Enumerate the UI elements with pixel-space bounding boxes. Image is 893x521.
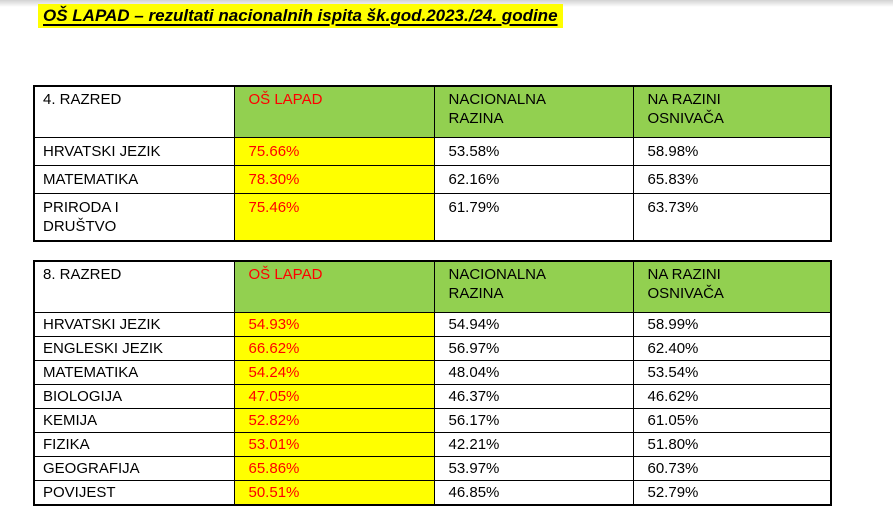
subject-cell: HRVATSKI JEZIK: [33, 312, 235, 337]
school-result-cell: 52.82%: [233, 408, 435, 433]
header-row: 8. RAZRED OŠ LAPAD NACIONALNA RAZINA NA …: [33, 260, 832, 313]
table-row: HRVATSKI JEZIK 54.93% 54.94% 58.99%: [33, 312, 832, 337]
founder-result-cell: 61.05%: [632, 408, 832, 433]
founder-result-cell: 60.73%: [632, 456, 832, 481]
founder-result-cell: 62.40%: [632, 336, 832, 361]
subject-cell: PRIRODA I DRUŠTVO: [33, 193, 235, 242]
founder-result-cell: 51.80%: [632, 432, 832, 457]
national-result-cell: 62.16%: [433, 165, 634, 194]
school-result-cell: 66.62%: [233, 336, 435, 361]
subject-cell: POVIJEST: [33, 480, 235, 506]
national-result-cell: 61.79%: [433, 193, 634, 242]
founder-result-cell: 58.98%: [632, 137, 832, 166]
grade-header-cell: 8. RAZRED: [33, 260, 235, 313]
table-row: GEOGRAFIJA 65.86% 53.97% 60.73%: [33, 456, 832, 481]
grade-4-results-section: 4. RAZRED OŠ LAPAD NACIONALNA RAZINA NA …: [33, 85, 832, 242]
school-result-cell: 75.66%: [233, 137, 435, 166]
table-row: HRVATSKI JEZIK 75.66% 53.58% 58.98%: [33, 137, 832, 166]
school-result-cell: 75.46%: [233, 193, 435, 242]
table-row: FIZIKA 53.01% 42.21% 51.80%: [33, 432, 832, 457]
school-result-cell: 65.86%: [233, 456, 435, 481]
school-result-cell: 54.93%: [233, 312, 435, 337]
school-result-cell: 54.24%: [233, 360, 435, 385]
table-row: MATEMATIKA 78.30% 62.16% 65.83%: [33, 165, 832, 194]
school-result-cell: 53.01%: [233, 432, 435, 457]
founder-column-header: NA RAZINI OSNIVAČA: [632, 85, 832, 138]
national-result-cell: 48.04%: [433, 360, 634, 385]
national-result-cell: 42.21%: [433, 432, 634, 457]
grade-8-results-section: 8. RAZRED OŠ LAPAD NACIONALNA RAZINA NA …: [33, 260, 832, 506]
table-row: ENGLESKI JEZIK 66.62% 56.97% 62.40%: [33, 336, 832, 361]
national-result-cell: 53.58%: [433, 137, 634, 166]
table-row: PRIRODA I DRUŠTVO 75.46% 61.79% 63.73%: [33, 193, 832, 242]
table-row: MATEMATIKA 54.24% 48.04% 53.54%: [33, 360, 832, 385]
results-table-body: HRVATSKI JEZIK 75.66% 53.58% 58.98% MATEMATI…: [33, 137, 832, 242]
school-column-header: OŠ LAPAD: [233, 260, 435, 313]
subject-cell: ENGLESKI JEZIK: [33, 336, 235, 361]
national-column-header: NACIONALNA RAZINA: [433, 85, 634, 138]
subject-cell: FIZIKA: [33, 432, 235, 457]
results-table-grade-4: 4. RAZRED OŠ LAPAD NACIONALNA RAZINA NA …: [33, 85, 832, 242]
national-result-cell: 46.37%: [433, 384, 634, 409]
national-result-cell: 46.85%: [433, 480, 634, 506]
school-result-cell: 50.51%: [233, 480, 435, 506]
subject-cell: HRVATSKI JEZIK: [33, 137, 235, 166]
subject-cell: MATEMATIKA: [33, 165, 235, 194]
table-row: KEMIJA 52.82% 56.17% 61.05%: [33, 408, 832, 433]
national-result-cell: 53.97%: [433, 456, 634, 481]
school-column-header: OŠ LAPAD: [233, 85, 435, 138]
founder-result-cell: 63.73%: [632, 193, 832, 242]
grade-header-cell: 4. RAZRED: [33, 85, 235, 138]
national-result-cell: 54.94%: [433, 312, 634, 337]
table-row: BIOLOGIJA 47.05% 46.37% 46.62%: [33, 384, 832, 409]
founder-result-cell: 58.99%: [632, 312, 832, 337]
document-title-text: OŠ LAPAD – rezultati nacionalnih ispita …: [38, 4, 563, 28]
subject-cell: GEOGRAFIJA: [33, 456, 235, 481]
subject-cell: BIOLOGIJA: [33, 384, 235, 409]
school-result-cell: 78.30%: [233, 165, 435, 194]
results-table-body: HRVATSKI JEZIK 54.93% 54.94% 58.99% ENGLESKI…: [33, 312, 832, 506]
table-row: POVIJEST 50.51% 46.85% 52.79%: [33, 480, 832, 506]
national-result-cell: 56.17%: [433, 408, 634, 433]
subject-cell: KEMIJA: [33, 408, 235, 433]
founder-result-cell: 65.83%: [632, 165, 832, 194]
national-column-header: NACIONALNA RAZINA: [433, 260, 634, 313]
school-result-cell: 47.05%: [233, 384, 435, 409]
results-table-grade-8: 8. RAZRED OŠ LAPAD NACIONALNA RAZINA NA …: [33, 260, 832, 506]
subject-cell: MATEMATIKA: [33, 360, 235, 385]
national-result-cell: 56.97%: [433, 336, 634, 361]
founder-result-cell: 46.62%: [632, 384, 832, 409]
founder-column-header: NA RAZINI OSNIVAČA: [632, 260, 832, 313]
founder-result-cell: 53.54%: [632, 360, 832, 385]
founder-result-cell: 52.79%: [632, 480, 832, 506]
header-row: 4. RAZRED OŠ LAPAD NACIONALNA RAZINA NA …: [33, 85, 832, 138]
document-title: OŠ LAPAD – rezultati nacionalnih ispita …: [38, 4, 563, 28]
